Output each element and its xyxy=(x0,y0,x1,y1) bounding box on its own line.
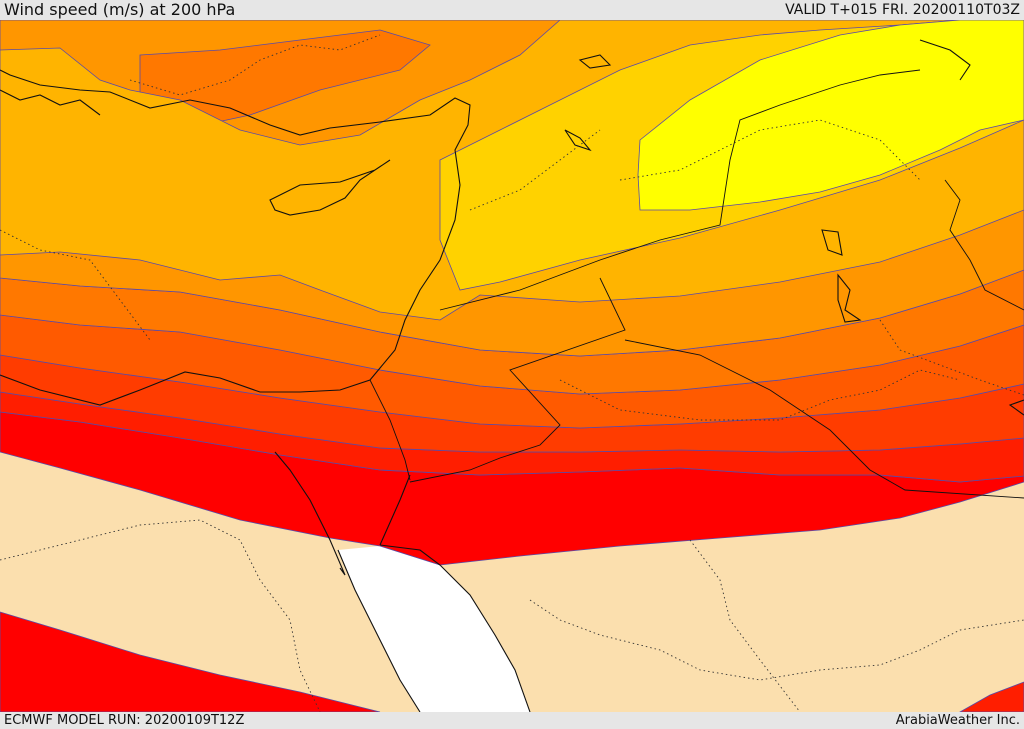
wind-speed-map xyxy=(0,20,1024,712)
map-title: Wind speed (m/s) at 200 hPa xyxy=(4,0,236,19)
coastlines xyxy=(0,39,1024,712)
internal-boundaries xyxy=(0,34,1024,712)
borders xyxy=(369,69,1024,499)
model-run: ECMWF MODEL RUN: 20200109T12Z xyxy=(4,713,245,728)
band-9 xyxy=(637,20,1024,211)
valid-time: VALID T+015 FRI. 20200110T03Z xyxy=(785,2,1020,18)
map-footer: ECMWF MODEL RUN: 20200109T12Z ArabiaWeat… xyxy=(0,712,1024,729)
red-sea xyxy=(338,546,530,712)
band-red-se xyxy=(959,681,1024,712)
band-red-sw xyxy=(0,611,381,712)
map-header: Wind speed (m/s) at 200 hPa VALID T+015 … xyxy=(0,0,1024,20)
credit: ArabiaWeather Inc. xyxy=(895,713,1020,728)
